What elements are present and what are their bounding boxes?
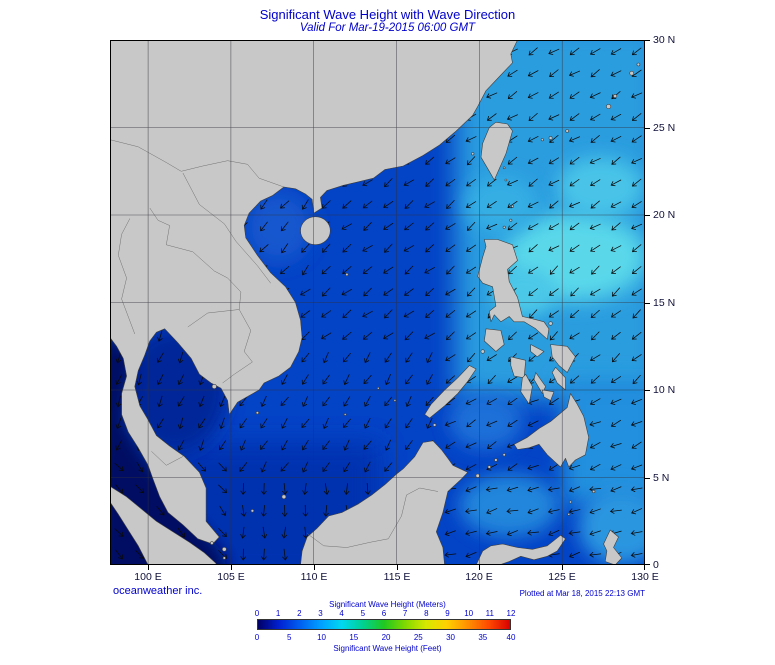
meters-tick-label: 11 (485, 609, 494, 618)
axis-tick (645, 390, 650, 391)
axis-tick (645, 564, 650, 565)
country-borders (110, 139, 439, 548)
page-title: Significant Wave Height with Wave Direct… (259, 7, 516, 22)
feet-tick-label: 0 (254, 633, 260, 642)
meters-tick-label: 8 (424, 609, 429, 618)
feet-tick-label: 5 (287, 633, 292, 642)
meters-tick-label: 6 (381, 609, 387, 618)
longitude-tick-label: 120 E (465, 571, 493, 583)
latitude-tick-label: 10 N (653, 384, 676, 396)
wave-height-map (110, 40, 645, 565)
feet-tick-label: 10 (317, 633, 326, 642)
landmasses (110, 40, 641, 565)
meters-tick-label: 2 (297, 609, 302, 618)
colorbar-feet-label: Significant Wave Height (Feet) (333, 644, 442, 653)
plotted-timestamp: Plotted at Mar 18, 2015 22:13 GMT (519, 589, 645, 598)
axis-tick (479, 565, 480, 570)
feet-tick-label: 40 (506, 633, 516, 642)
wave-height-colorbar (257, 619, 511, 630)
axis-tick (397, 565, 398, 570)
feet-tick-label: 30 (446, 633, 455, 642)
longitude-tick-label: 110 E (300, 571, 328, 583)
latitude-tick-label: 0 (653, 559, 659, 571)
axis-tick (645, 128, 650, 129)
axis-tick (645, 303, 650, 304)
longitude-tick-label: 125 E (548, 571, 576, 583)
grid-lines (110, 40, 645, 565)
longitude-tick-label: 115 E (383, 571, 411, 583)
latitude-tick-label: 20 N (653, 209, 676, 221)
axis-tick (231, 565, 232, 570)
colorbar-feet-ticks: 0 5 10 15 20 25 30 35 40 (254, 633, 516, 642)
latitude-tick-label: 25 N (653, 122, 676, 134)
feet-tick-label: 20 (381, 633, 391, 642)
meters-tick-label: 9 (445, 609, 450, 618)
axis-tick (645, 478, 650, 479)
axis-tick (562, 565, 563, 570)
valid-time-subtitle: Valid For Mar-19-2015 06:00 GMT (299, 22, 476, 34)
longitude-tick-label: 130 E (631, 571, 659, 583)
latitude-tick-label: 5 N (653, 472, 670, 484)
latitude-tick-label: 15 N (653, 297, 676, 309)
axis-tick (314, 565, 315, 570)
feet-tick-label: 35 (478, 633, 488, 642)
longitude-tick-label: 105 E (217, 571, 245, 583)
latitude-tick-label: 30 N (653, 34, 676, 46)
oceanweather-credit: oceanweather inc. (113, 585, 203, 597)
meters-tick-label: 5 (360, 609, 366, 618)
meters-tick-label: 0 (254, 609, 260, 618)
meters-tick-label: 12 (506, 609, 516, 618)
map-border (110, 40, 645, 565)
feet-tick-label: 25 (413, 633, 423, 642)
feet-tick-label: 15 (349, 633, 359, 642)
meters-tick-label: 3 (318, 609, 323, 618)
axis-tick (644, 565, 645, 570)
longitude-tick-label: 100 E (134, 571, 162, 583)
axis-tick (645, 215, 650, 216)
meters-tick-label: 7 (402, 609, 408, 618)
meters-tick-label: 1 (275, 609, 281, 618)
colorbar-meters-label: Significant Wave Height (Meters) (329, 600, 446, 609)
colorbar-meters-ticks: 0 1 2 3 4 5 6 7 8 9 10 11 12 (254, 609, 516, 618)
meters-tick-label: 10 (464, 609, 474, 618)
map-plot-area (110, 40, 645, 565)
meters-tick-label: 4 (339, 609, 344, 618)
axis-tick (645, 40, 650, 41)
axis-tick (148, 565, 149, 570)
